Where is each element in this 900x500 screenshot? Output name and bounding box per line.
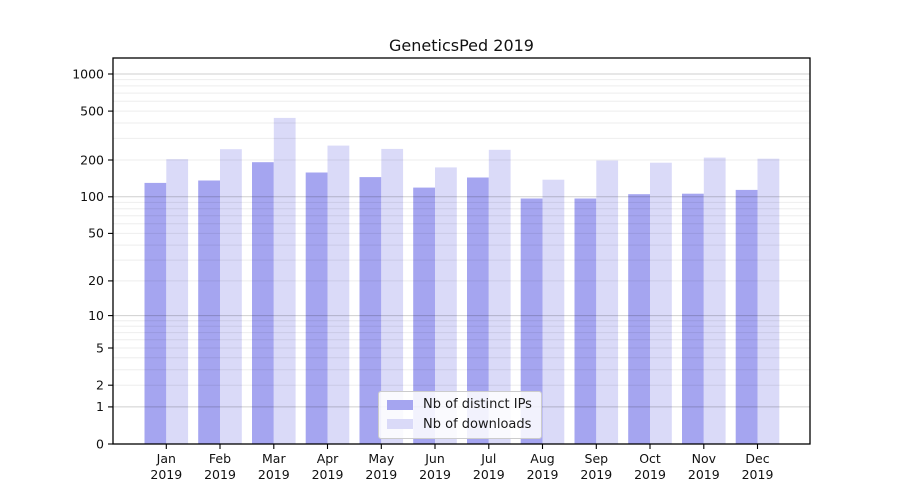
bar-dec-distinct-ips — [735, 189, 758, 444]
plot-border — [112, 57, 811, 445]
x-tick-label-year: 2019 — [419, 467, 451, 482]
bar-jul-downloads — [488, 149, 511, 445]
legend: Nb of distinct IPs Nb of downloads — [378, 391, 542, 440]
y-tick-label: 2 — [96, 378, 104, 393]
legend-swatch-downloads-icon — [387, 419, 413, 430]
y-tick-label: 20 — [88, 273, 104, 288]
legend-item-distinct-ips: Nb of distinct IPs — [387, 397, 532, 413]
x-tick-label-month: Sep — [585, 451, 609, 466]
bar-jan-distinct-ips — [144, 182, 167, 444]
x-tick-label-year: 2019 — [742, 467, 774, 482]
y-tick-label: 5 — [96, 340, 104, 355]
bar-jul-distinct-ips — [467, 177, 489, 444]
x-tick-label-month: Feb — [209, 451, 231, 466]
x-tick-label-month: Aug — [530, 451, 554, 466]
x-tick-label-year: 2019 — [258, 467, 290, 482]
x-tick-label-year: 2019 — [365, 467, 397, 482]
legend-label-downloads: Nb of downloads — [423, 416, 532, 432]
x-tick-label-year: 2019 — [204, 467, 236, 482]
x-tick-label-year: 2019 — [688, 467, 720, 482]
x-tick-label-year: 2019 — [580, 467, 612, 482]
y-tick-label: 1000 — [72, 66, 104, 81]
x-tick-label-month: Oct — [639, 451, 661, 466]
legend-item-downloads: Nb of downloads — [387, 417, 532, 433]
bar-aug-distinct-ips — [520, 198, 543, 444]
x-tick-label-year: 2019 — [150, 467, 182, 482]
x-tick-label-year: 2019 — [634, 467, 666, 482]
tick-labels-layer: 01251020501002005001000Jan2019Feb2019Mar… — [72, 66, 773, 482]
bar-apr-distinct-ips — [305, 172, 328, 444]
y-tick-label: 500 — [80, 103, 104, 118]
chart-title: GeneticsPed 2019 — [389, 36, 534, 55]
x-tick-label-month: Nov — [692, 451, 717, 466]
bar-oct-downloads — [650, 162, 672, 444]
x-tick-label-month: Jan — [156, 451, 176, 466]
x-tick-label-month: Mar — [262, 451, 286, 466]
gridlines-layer — [113, 73, 810, 408]
x-tick-label-month: Jun — [424, 451, 445, 466]
bar-feb-downloads — [220, 149, 242, 444]
x-tick-label-month: Apr — [317, 451, 339, 466]
bar-apr-downloads — [327, 145, 350, 444]
bar-may-distinct-ips — [359, 177, 382, 444]
axes-layer — [108, 57, 811, 449]
y-tick-label: 0 — [96, 436, 104, 451]
legend-swatch-distinct-ips-icon — [387, 399, 413, 410]
bar-may-downloads — [381, 148, 404, 444]
bar-dec-downloads — [757, 158, 780, 444]
bar-mar-downloads — [273, 117, 296, 445]
bar-feb-distinct-ips — [198, 180, 220, 444]
bar-nov-distinct-ips — [682, 193, 704, 444]
bar-jun-downloads — [435, 167, 457, 444]
x-tick-label-year: 2019 — [312, 467, 344, 482]
bar-sep-downloads — [596, 160, 619, 444]
x-tick-label-month: Jul — [480, 451, 496, 466]
y-tick-label: 10 — [88, 308, 104, 323]
bar-nov-downloads — [703, 157, 726, 444]
bars-layer — [144, 117, 780, 445]
bar-jan-downloads — [166, 159, 189, 444]
y-tick-label: 1 — [96, 399, 104, 414]
bar-jun-distinct-ips — [413, 187, 435, 444]
legend-label-distinct-ips: Nb of distinct IPs — [423, 397, 532, 412]
bar-oct-distinct-ips — [628, 194, 650, 444]
bar-sep-distinct-ips — [574, 198, 597, 444]
x-tick-label-month: Dec — [745, 451, 769, 466]
bar-aug-downloads — [542, 179, 565, 444]
bar-mar-distinct-ips — [252, 162, 274, 444]
y-tick-label: 100 — [80, 189, 104, 204]
y-tick-label: 50 — [88, 226, 104, 241]
y-tick-label: 200 — [80, 152, 104, 167]
x-tick-label-year: 2019 — [473, 467, 505, 482]
x-tick-label-month: May — [368, 451, 394, 466]
x-tick-label-year: 2019 — [527, 467, 559, 482]
